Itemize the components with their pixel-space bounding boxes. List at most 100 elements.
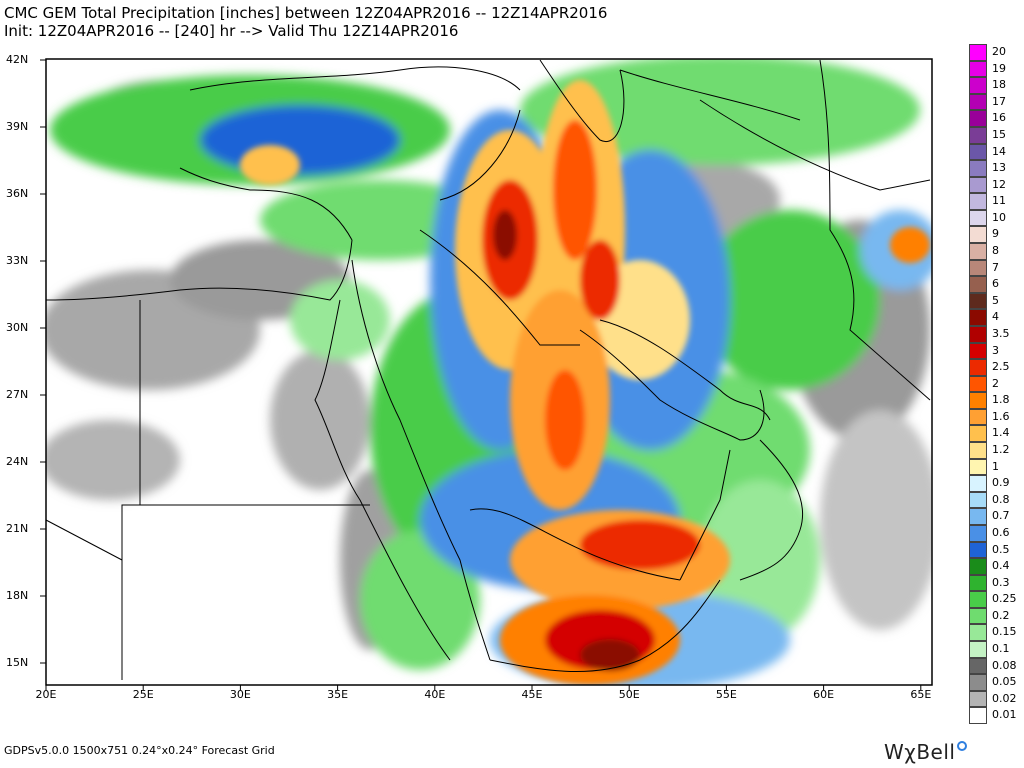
legend-swatch — [969, 624, 987, 642]
legend-entry: 0.25 — [969, 591, 1024, 608]
legend-swatch — [969, 77, 987, 94]
legend-swatch — [969, 508, 987, 525]
legend-label: 6 — [992, 277, 999, 291]
brand-text: WχBell — [884, 740, 956, 764]
legend-label: 20 — [992, 45, 1006, 58]
legend-swatch — [969, 325, 987, 343]
legend-swatch — [969, 209, 987, 227]
legend-label: 0.3 — [992, 575, 1010, 589]
legend-label: 0.9 — [992, 476, 1010, 490]
legend-entry: 15 — [969, 126, 1024, 144]
legend-entry: 0.01 — [969, 707, 1024, 724]
legend-label: 0.5 — [992, 542, 1010, 556]
map-frame — [45, 58, 933, 686]
legend-swatch — [969, 574, 987, 592]
lat-label: 42N — [6, 53, 29, 66]
lat-label: 30N — [6, 321, 29, 334]
grid-info-footer: GDPSv5.0.0 1500x751 0.24°x0.24° Forecast… — [4, 744, 275, 757]
legend-label: 17 — [992, 94, 1006, 108]
legend-swatch — [969, 524, 987, 542]
legend-label: 0.08 — [992, 658, 1017, 672]
legend-entry: 1.8 — [969, 392, 1024, 409]
map-title: CMC GEM Total Precipitation [inches] bet… — [4, 4, 608, 22]
legend-swatch — [969, 292, 987, 310]
legend-swatch — [969, 458, 987, 476]
legend-label: 8 — [992, 244, 999, 258]
lon-label: 65E — [910, 688, 932, 701]
legend-swatch — [969, 425, 987, 443]
legend-label: 2.5 — [992, 360, 1010, 374]
legend-label: 16 — [992, 111, 1006, 125]
legend-entry: 3.5 — [969, 325, 1024, 343]
precip-legend: 20 19 18 17 16 15 14 13 12 11 10 9 8 7 6 5 4 3.5 3 2.5 2 1.8 1… — [969, 44, 1024, 724]
lon-label: 20E — [35, 688, 57, 701]
lat-label: 36N — [6, 187, 29, 200]
legend-swatch — [969, 143, 987, 161]
legend-swatch — [969, 44, 987, 61]
lon-label: 55E — [715, 688, 737, 701]
legend-entry: 0.15 — [969, 624, 1024, 642]
legend-entry: 1.4 — [969, 425, 1024, 443]
legend-entry: 1.2 — [969, 442, 1024, 459]
legend-swatch — [969, 359, 987, 376]
legend-entry: 3 — [969, 342, 1024, 360]
lat-label: 39N — [6, 120, 29, 133]
lat-label: 33N — [6, 254, 29, 267]
legend-label: 13 — [992, 161, 1006, 175]
legend-swatch — [969, 707, 987, 724]
legend-entry: 9 — [969, 226, 1024, 244]
legend-label: 7 — [992, 260, 999, 274]
legend-label: 3 — [992, 343, 999, 357]
legend-label: 0.05 — [992, 675, 1017, 689]
legend-entry: 12 — [969, 176, 1024, 194]
legend-swatch — [969, 607, 987, 625]
legend-label: 10 — [992, 210, 1006, 224]
legend-swatch — [969, 243, 987, 260]
legend-swatch — [969, 259, 987, 277]
legend-entry: 14 — [969, 143, 1024, 161]
legend-entry: 19 — [969, 60, 1024, 78]
map-subtitle: Init: 12Z04APR2016 -- [240] hr --> Valid… — [4, 22, 459, 40]
legend-swatch — [969, 392, 987, 409]
legend-label: 0.01 — [992, 708, 1017, 722]
lat-label: 18N — [6, 589, 29, 602]
legend-label: 11 — [992, 194, 1006, 208]
legend-swatch — [969, 558, 987, 575]
legend-label: 15 — [992, 127, 1006, 141]
geographic-borders — [46, 59, 931, 680]
lat-label: 27N — [6, 388, 29, 401]
lat-label: 15N — [6, 656, 29, 669]
legend-entry: 1.6 — [969, 408, 1024, 426]
legend-entry: 16 — [969, 110, 1024, 127]
legend-entry: 0.8 — [969, 491, 1024, 509]
legend-label: 1.2 — [992, 443, 1010, 457]
lon-label: 45E — [521, 688, 543, 701]
legend-entry: 18 — [969, 77, 1024, 94]
legend-swatch — [969, 442, 987, 459]
legend-entry: 17 — [969, 93, 1024, 111]
brand-logo: WχBell — [884, 740, 968, 764]
legend-entry: 0.02 — [969, 690, 1024, 708]
legend-label: 0.1 — [992, 642, 1010, 656]
legend-entry: 5 — [969, 292, 1024, 310]
legend-label: 0.15 — [992, 625, 1017, 639]
precip-field-heavy — [240, 80, 930, 685]
lon-label: 50E — [618, 688, 640, 701]
legend-entry: 0.4 — [969, 558, 1024, 575]
legend-swatch — [969, 226, 987, 244]
legend-swatch — [969, 309, 987, 326]
legend-entry: 6 — [969, 276, 1024, 293]
legend-entry: 8 — [969, 243, 1024, 260]
legend-label: 0.8 — [992, 492, 1010, 506]
legend-entry: 0.1 — [969, 641, 1024, 658]
brand-dot-icon — [957, 741, 968, 752]
legend-label: 1 — [992, 459, 999, 473]
legend-swatch — [969, 110, 987, 127]
legend-swatch — [969, 375, 987, 393]
legend-label: 3.5 — [992, 326, 1010, 340]
legend-label: 19 — [992, 61, 1006, 75]
legend-entry: 20 — [969, 44, 1024, 61]
legend-entry: 10 — [969, 209, 1024, 227]
legend-entry: 1 — [969, 458, 1024, 476]
